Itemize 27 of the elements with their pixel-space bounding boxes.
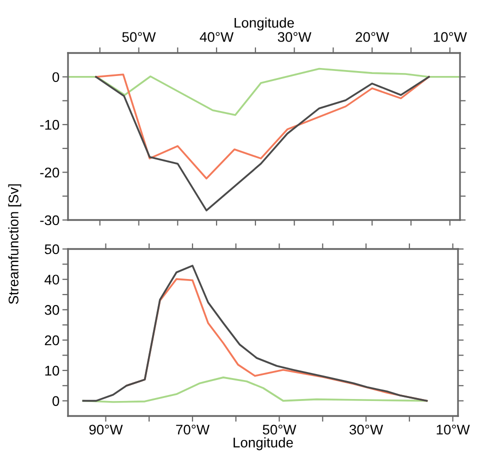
x-tick-label: 10°W xyxy=(436,424,470,435)
x-tick-label: 10°W xyxy=(434,32,467,42)
line-series xyxy=(68,68,460,116)
x-tick-label: 30°W xyxy=(350,424,384,435)
x-tick-label: 40°W xyxy=(200,32,234,42)
x-axis-title: Longitude xyxy=(234,437,293,450)
y-tick-label: 40 xyxy=(44,274,60,285)
y-tick-label: 10 xyxy=(45,366,60,376)
x-tick-label: 20°W xyxy=(356,32,390,42)
x-tick-label: 50°W xyxy=(262,424,296,435)
line-series xyxy=(82,264,428,402)
y-tick-label: 20 xyxy=(44,335,60,346)
y-tick-label: 0 xyxy=(52,396,60,406)
y-tick-label: -20 xyxy=(40,168,60,178)
y-tick-label: -10 xyxy=(40,120,60,130)
x-tick-label: 90°W xyxy=(89,424,123,435)
x-axis-title: Longitude xyxy=(234,17,294,30)
y-tick-label: -30 xyxy=(40,215,60,226)
y-axis-title: Streamfunction [Sv] xyxy=(8,184,22,304)
x-tick-label: 30°W xyxy=(278,32,312,42)
y-tick-label: 30 xyxy=(44,305,60,315)
x-tick-label: 50°W xyxy=(122,32,156,42)
line-series xyxy=(95,76,430,212)
x-tick-label: 70°W xyxy=(176,424,210,435)
y-tick-label: 50 xyxy=(44,244,60,254)
y-tick-label: 0 xyxy=(52,72,60,82)
line-series xyxy=(95,74,430,180)
